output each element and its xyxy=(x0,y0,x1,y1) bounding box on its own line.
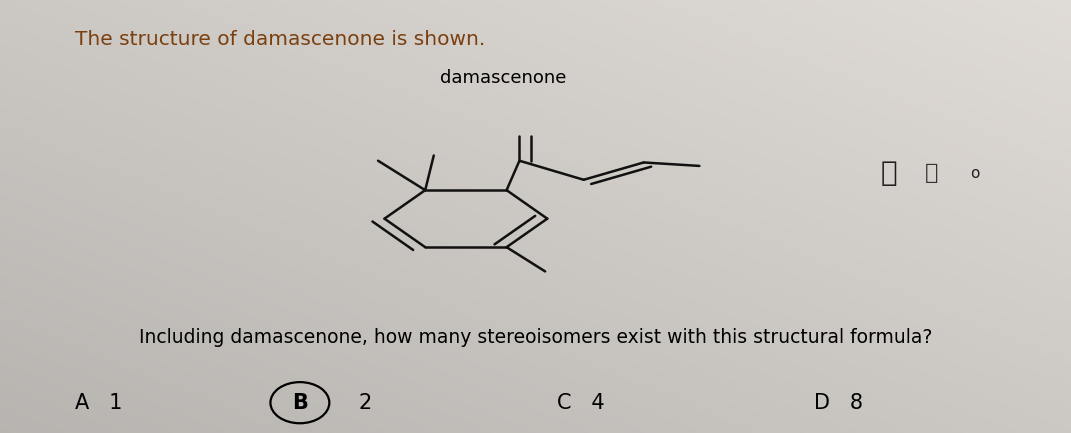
Text: 知: 知 xyxy=(925,163,938,183)
Text: A   1: A 1 xyxy=(75,393,122,413)
Text: Including damascenone, how many stereoisomers exist with this structural formula: Including damascenone, how many stereois… xyxy=(139,328,932,347)
Text: C   4: C 4 xyxy=(557,393,604,413)
Text: o: o xyxy=(970,166,979,181)
Text: 2: 2 xyxy=(359,393,372,413)
Text: damascenone: damascenone xyxy=(440,69,567,87)
Text: The structure of damascenone is shown.: The structure of damascenone is shown. xyxy=(75,30,485,49)
Text: D   8: D 8 xyxy=(814,393,863,413)
Text: B: B xyxy=(292,393,307,413)
Text: 不: 不 xyxy=(880,159,897,187)
